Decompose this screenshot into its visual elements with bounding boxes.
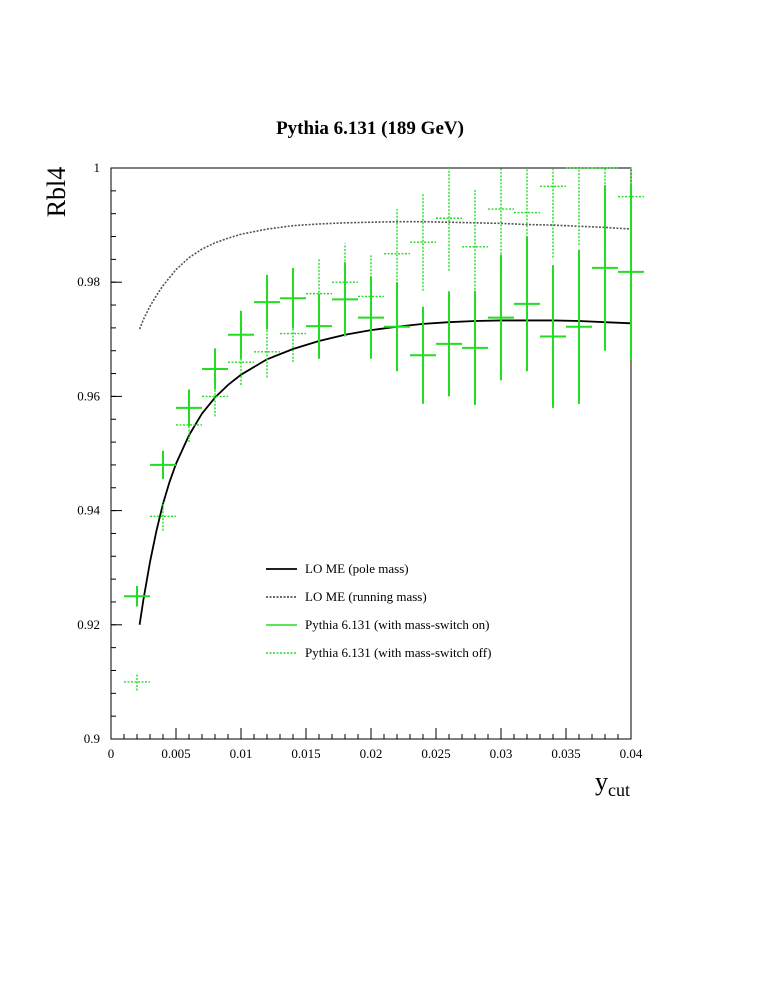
- data-point: [618, 168, 644, 286]
- data-point: [358, 276, 384, 359]
- data-point: [436, 291, 462, 397]
- data-point: [176, 407, 202, 443]
- y-tick-label: 0.9: [84, 731, 100, 746]
- series-3: [124, 183, 644, 607]
- x-tick-label: 0.015: [291, 746, 320, 761]
- legend-entry: LO ME (pole mass): [266, 561, 409, 576]
- data-point: [280, 305, 306, 363]
- data-point: [202, 348, 228, 390]
- data-point: [514, 168, 540, 280]
- data-point: [540, 168, 566, 258]
- data-point: [410, 193, 436, 291]
- data-point: [488, 168, 514, 272]
- data-point: [592, 185, 618, 351]
- x-tick-label: 0.02: [360, 746, 383, 761]
- data-point: [410, 306, 436, 404]
- data-point: [228, 310, 254, 359]
- series-layer: [124, 167, 644, 691]
- data-point: [150, 450, 176, 480]
- data-point: [124, 673, 150, 691]
- data-point: [462, 189, 488, 304]
- data-point: [332, 243, 358, 322]
- data-point: [124, 585, 150, 607]
- data-point: [592, 167, 618, 251]
- y-tick-label: 0.96: [77, 388, 100, 403]
- chart-title: Pythia 6.131 (189 GeV): [276, 118, 464, 139]
- legend: LO ME (pole mass) LO ME (running mass) Pyt…: [266, 561, 491, 660]
- data-point: [540, 265, 566, 408]
- data-point: [384, 209, 410, 299]
- data-point: [254, 326, 280, 378]
- data-point: [150, 502, 176, 531]
- y-tick-label: 0.92: [77, 617, 100, 632]
- x-tick-label: 0.005: [161, 746, 190, 761]
- series-4: [124, 167, 644, 691]
- y-tick-label: 0.94: [77, 503, 100, 518]
- legend-entry: Pythia 6.131 (with mass-switch off): [266, 645, 491, 660]
- data-point: [306, 259, 332, 328]
- data-point: [514, 236, 540, 372]
- y-tick-label: 1: [94, 160, 101, 175]
- legend-entry: LO ME (running mass): [266, 589, 427, 604]
- x-axis-label-main: y: [595, 767, 608, 796]
- x-axis-label-sub: cut: [608, 780, 630, 800]
- data-point: [462, 290, 488, 405]
- series-line: [138, 220, 632, 330]
- legend-label: Pythia 6.131 (with mass-switch off): [305, 645, 491, 660]
- series-line: [138, 319, 632, 625]
- y-tick-label: 0.98: [77, 274, 100, 289]
- legend-label: Pythia 6.131 (with mass-switch on): [305, 617, 490, 632]
- data-point: [358, 255, 384, 338]
- series-2: [138, 220, 632, 330]
- data-point: [228, 339, 254, 385]
- data-point: [436, 168, 462, 271]
- y-axis-label: Rbl4: [42, 167, 71, 218]
- x-tick-label: 0.03: [490, 746, 513, 761]
- data-point: [566, 167, 592, 246]
- series-1: [138, 319, 632, 625]
- x-tick-label: 0.025: [421, 746, 450, 761]
- data-point: [202, 376, 228, 417]
- data-point: [254, 274, 280, 330]
- legend-label: LO ME (running mass): [305, 589, 427, 604]
- legend-label: LO ME (pole mass): [305, 561, 409, 576]
- x-axis-label: ycut: [595, 767, 630, 800]
- x-tick-label: 0.01: [230, 746, 253, 761]
- data-point: [618, 183, 644, 361]
- legend-entry: Pythia 6.131 (with mass-switch on): [266, 617, 490, 632]
- x-axis: 0 0.005 0.01 0.015 0.02 0.025 0.03 0.035 0.04: [108, 728, 643, 761]
- x-tick-label: 0: [108, 746, 115, 761]
- x-tick-label: 0.04: [620, 746, 643, 761]
- data-point: [566, 249, 592, 404]
- data-point: [488, 254, 514, 381]
- data-point: [384, 282, 410, 372]
- y-axis: 0.9 0.92 0.94 0.96 0.98 1: [77, 160, 122, 746]
- x-tick-label: 0.035: [551, 746, 580, 761]
